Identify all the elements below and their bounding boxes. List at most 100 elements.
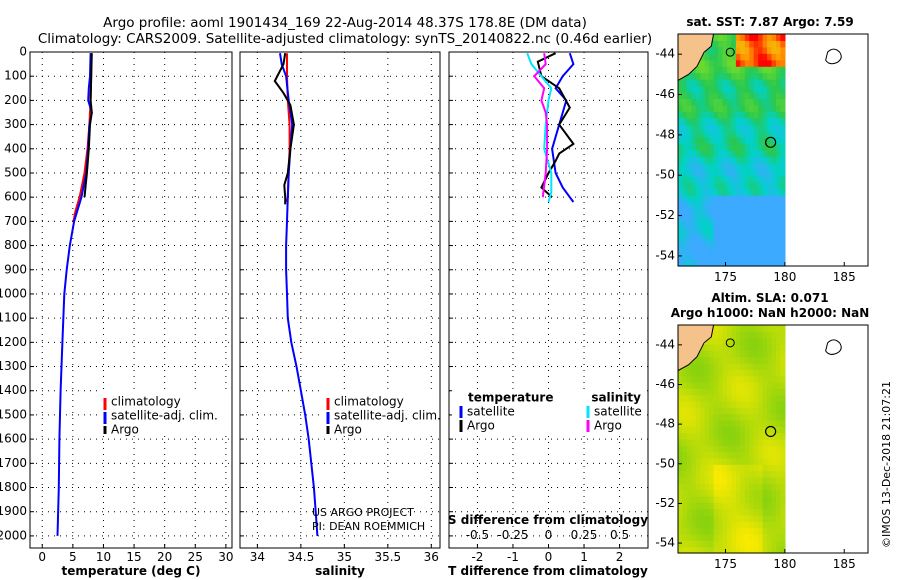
heatmap-cell: [713, 46, 719, 54]
heatmap-cell: [771, 331, 777, 339]
heatmap-cell: [758, 246, 764, 254]
heatmap-cell: [727, 143, 733, 151]
heatmap-cell: [758, 130, 764, 138]
heatmap-cell: [744, 259, 750, 267]
heatmap-cell: [691, 382, 697, 389]
heatmap-cell: [753, 85, 759, 93]
heatmap-cell: [700, 401, 706, 408]
heatmap-cell: [740, 169, 746, 177]
heatmap-cell: [695, 521, 701, 529]
heatmap-cell: [762, 369, 768, 377]
heatmap-cell: [771, 489, 777, 497]
heatmap-cell: [731, 156, 737, 164]
heatmap-cell: [758, 337, 764, 345]
heatmap-cell: [678, 175, 684, 183]
heatmap-cell: [704, 162, 710, 170]
heatmap-cell: [731, 464, 737, 472]
heatmap-cell: [753, 369, 759, 377]
heatmap-cell: [771, 394, 777, 402]
heatmap-cell: [691, 420, 697, 427]
heatmap-cell: [722, 394, 728, 402]
heatmap-cell: [709, 137, 715, 145]
heatmap-cell: [767, 458, 773, 465]
heatmap-cell: [713, 253, 719, 261]
heatmap-cell: [678, 85, 684, 93]
heatmap-cell: [682, 195, 688, 203]
heatmap-cell: [727, 496, 733, 503]
heatmap-cell: [740, 233, 746, 241]
heatmap-cell: [682, 253, 688, 261]
heatmap-cell: [735, 356, 741, 364]
heatmap-cell: [758, 66, 764, 74]
heatmap-cell: [780, 439, 786, 446]
heatmap-cell: [686, 182, 692, 190]
heatmap-cell: [780, 356, 786, 364]
heatmap-cell: [695, 130, 701, 138]
heatmap-cell: [678, 259, 684, 267]
temperature-grid: [30, 51, 232, 548]
heatmap-cell: [704, 137, 710, 145]
heatmap-cell: [744, 508, 750, 516]
heatmap-cell: [758, 394, 764, 402]
heatmap-cell: [727, 369, 733, 377]
heatmap-cell: [749, 253, 755, 261]
heatmap-cell: [758, 104, 764, 112]
heatmap-cell: [718, 375, 724, 383]
heatmap-cell: [780, 214, 786, 222]
heatmap-cell: [731, 104, 737, 112]
heatmap-cell: [682, 508, 688, 516]
heatmap-cell: [686, 72, 692, 80]
heatmap-cell: [771, 169, 777, 177]
heatmap-cell: [735, 489, 741, 497]
heatmap-cell: [713, 104, 719, 112]
heatmap-cell: [713, 150, 719, 157]
heatmap-cell: [686, 195, 692, 203]
heatmap-cell: [727, 34, 733, 41]
heatmap-cell: [713, 195, 719, 203]
heatmap-cell: [771, 388, 777, 396]
heatmap-cell: [735, 432, 741, 440]
heatmap-cell: [749, 420, 755, 427]
heatmap-cell: [713, 325, 719, 332]
heatmap-cell: [758, 477, 764, 484]
heatmap-cell: [758, 496, 764, 503]
heatmap-cell: [678, 470, 684, 478]
heatmap-cell: [691, 124, 697, 132]
heatmap-cell: [722, 502, 728, 510]
heatmap-cell: [735, 104, 741, 112]
heatmap-cell: [731, 470, 737, 478]
legend-label-climatology: climatology: [334, 395, 404, 409]
heatmap-cell: [713, 534, 719, 541]
heatmap-cell: [686, 508, 692, 516]
heatmap-cell: [749, 382, 755, 389]
heatmap-cell: [767, 233, 773, 241]
heatmap-cell: [762, 382, 768, 389]
heatmap-cell: [678, 521, 684, 529]
heatmap-cell: [758, 117, 764, 125]
heatmap-cell: [718, 92, 724, 99]
heatmap-cell: [709, 259, 715, 267]
heatmap-cell: [704, 483, 710, 491]
heatmap-cell: [709, 496, 715, 503]
heatmap-cell: [727, 195, 733, 203]
heatmap-cell: [740, 508, 746, 516]
heatmap-cell: [731, 233, 737, 241]
heatmap-cell: [776, 534, 782, 541]
heatmap-cell: [722, 363, 728, 370]
heatmap-cell: [695, 496, 701, 503]
heatmap-cell: [735, 413, 741, 421]
heatmap-cell: [727, 162, 733, 170]
heatmap-cell: [776, 527, 782, 535]
heatmap-cell: [691, 111, 697, 119]
heatmap-cell: [744, 432, 750, 440]
sst-map-tick-labels: 175 180 185-44-46-48-50-52-54: [655, 47, 855, 284]
heatmap-cell: [682, 502, 688, 510]
heatmap-cell: [700, 117, 706, 125]
heatmap-cell: [749, 143, 755, 151]
heatmap-cell: [780, 464, 786, 472]
heatmap-cell: [735, 188, 741, 196]
heatmap-cell: [735, 344, 741, 351]
x-tick-label: -1: [507, 550, 519, 564]
heatmap-cell: [709, 477, 715, 484]
heatmap-cell: [678, 92, 684, 99]
